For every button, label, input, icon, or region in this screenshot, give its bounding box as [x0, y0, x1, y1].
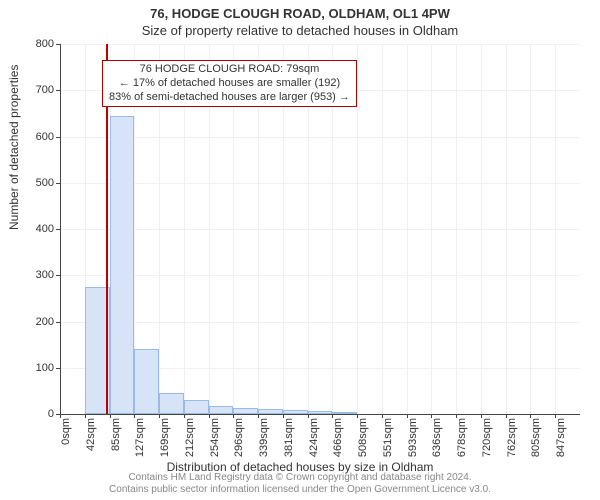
gridline-v: [456, 44, 457, 414]
histogram-bar: [134, 349, 159, 414]
annotation-line: 76 HODGE CLOUGH ROAD: 79sqm: [109, 63, 350, 77]
xtick-label: 381sqm: [283, 418, 295, 457]
gridline-h: [60, 44, 580, 45]
gridline-v: [481, 44, 482, 414]
histogram-bar: [209, 406, 234, 414]
xtick-label: 805sqm: [530, 418, 542, 457]
page-title-line2: Size of property relative to detached ho…: [0, 21, 600, 38]
ytick-label: 600: [36, 131, 54, 143]
ytick-label: 0: [48, 408, 54, 420]
footer-attribution: Contains HM Land Registry data © Crown c…: [0, 472, 600, 496]
xtick-label: 42sqm: [85, 418, 97, 451]
xtick-label: 762sqm: [506, 418, 518, 457]
gridline-v: [506, 44, 507, 414]
xtick-label: 339sqm: [258, 418, 270, 457]
gridline-h: [60, 229, 580, 230]
annotation-line: ← 17% of detached houses are smaller (19…: [109, 77, 350, 91]
gridline-v: [407, 44, 408, 414]
xtick-label: 466sqm: [332, 418, 344, 457]
xtick-label: 424sqm: [308, 418, 320, 457]
gridline-v: [530, 44, 531, 414]
y-axis-label: Number of detached properties: [7, 65, 21, 230]
gridline-v: [555, 44, 556, 414]
xtick-label: 593sqm: [407, 418, 419, 457]
ytick-label: 200: [36, 316, 54, 328]
gridline-h: [60, 183, 580, 184]
gridline-v: [357, 44, 358, 414]
y-axis-line: [60, 44, 61, 414]
plot-inner: 01002003004005006007008000sqm42sqm85sqm1…: [60, 44, 580, 414]
xtick-label: 85sqm: [110, 418, 122, 451]
xtick-label: 636sqm: [431, 418, 443, 457]
xtick-label: 127sqm: [134, 418, 146, 457]
gridline-h: [60, 322, 580, 323]
footer-line1: Contains HM Land Registry data © Crown c…: [0, 472, 600, 484]
ytick-label: 500: [36, 177, 54, 189]
xtick-label: 678sqm: [456, 418, 468, 457]
gridline-v: [382, 44, 383, 414]
xtick-label: 551sqm: [382, 418, 394, 457]
ytick-label: 400: [36, 223, 54, 235]
histogram-bar: [110, 116, 135, 414]
plot-area: 01002003004005006007008000sqm42sqm85sqm1…: [60, 44, 580, 414]
ytick-label: 300: [36, 269, 54, 281]
ytick-label: 100: [36, 362, 54, 374]
xtick-label: 254sqm: [209, 418, 221, 457]
annotation-line: 83% of semi-detached houses are larger (…: [109, 91, 350, 105]
gridline-v: [431, 44, 432, 414]
footer-line2: Contains public sector information licen…: [0, 484, 600, 496]
xtick-label: 169sqm: [159, 418, 171, 457]
page-title-line1: 76, HODGE CLOUGH ROAD, OLDHAM, OL1 4PW: [0, 0, 600, 21]
xtick-label: 0sqm: [60, 418, 72, 445]
annotation-box: 76 HODGE CLOUGH ROAD: 79sqm← 17% of deta…: [102, 60, 357, 107]
gridline-h: [60, 137, 580, 138]
xtick-label: 508sqm: [357, 418, 369, 457]
xtick-label: 212sqm: [184, 418, 196, 457]
ytick-label: 700: [36, 84, 54, 96]
xtick-label: 720sqm: [481, 418, 493, 457]
xtick-label: 296sqm: [233, 418, 245, 457]
ytick-label: 800: [36, 38, 54, 50]
chart-container: 76, HODGE CLOUGH ROAD, OLDHAM, OL1 4PW S…: [0, 0, 600, 500]
histogram-bar: [159, 393, 184, 414]
xtick-label: 847sqm: [555, 418, 567, 457]
x-axis-line: [60, 414, 580, 415]
gridline-h: [60, 275, 580, 276]
histogram-bar: [184, 400, 209, 414]
